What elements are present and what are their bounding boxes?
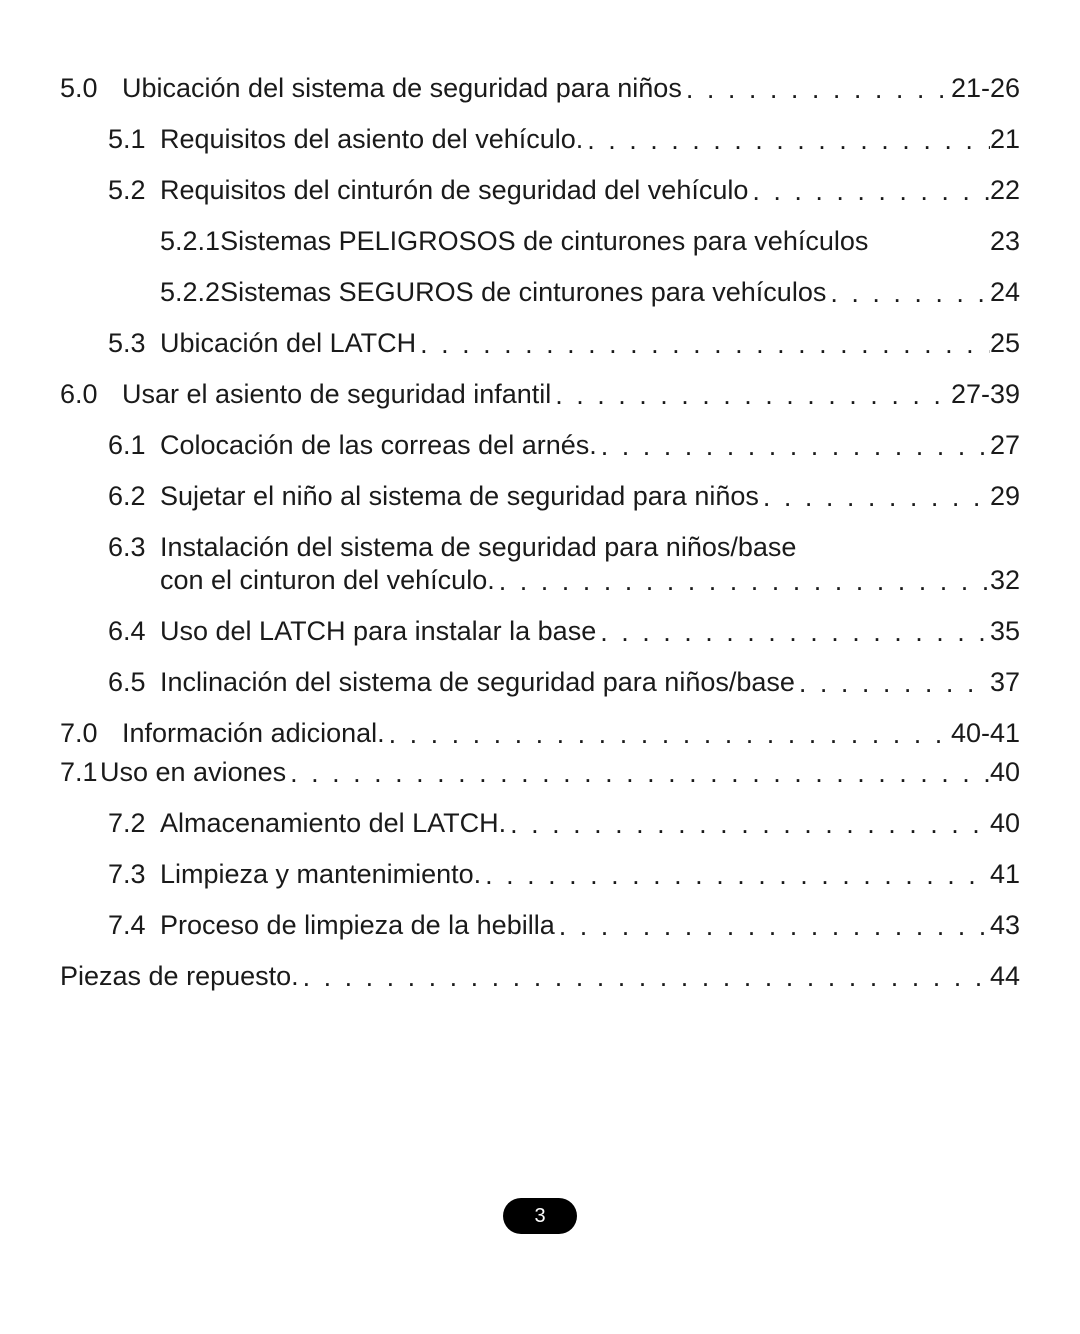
toc-entry-number: 6.5 (108, 669, 160, 696)
toc-entry-page: 23 (990, 228, 1020, 255)
toc-entry: 6.2Sujetar el niño al sistema de segurid… (108, 483, 1020, 510)
toc-entry-number: 7.1 (60, 759, 100, 786)
toc-entry-number: 7.3 (108, 861, 160, 888)
toc-entry-title: Sujetar el niño al sistema de seguridad … (160, 483, 759, 510)
toc-entry-page: 40-41 (951, 720, 1020, 747)
toc-entry: 7.2Almacenamiento del LATCH.. . . . . . … (108, 810, 1020, 837)
toc-entry-title: Limpieza y mantenimiento. (160, 861, 481, 888)
toc-entry: 5.0Ubicación del sistema de seguridad pa… (60, 75, 1020, 102)
toc-entry-page: 44 (990, 963, 1020, 990)
toc-leader-dots: . . . . . . . . . . . . . . . . . . . . … (682, 76, 951, 103)
toc-entry: 7.1Uso en aviones. . . . . . . . . . . .… (60, 759, 1020, 786)
toc-entry-page: 40 (990, 759, 1020, 786)
toc-entry: Piezas de repuesto.. . . . . . . . . . .… (60, 963, 1020, 990)
toc-leader-dots: . . . . . . . . . . . . . . . . . . . . … (481, 862, 990, 889)
toc-entry-page: 24 (990, 279, 1020, 306)
toc-entry-number: 7.2 (108, 810, 160, 837)
toc-entry-number: 6.0 (60, 381, 122, 408)
toc-entry-number: 5.3 (108, 330, 160, 357)
toc-entry: 7.4Proceso de limpieza de la hebilla. . … (108, 912, 1020, 939)
toc-entry-title: Sistemas PELIGROSOS de cinturones para v… (220, 228, 868, 255)
toc-entry-title: Requisitos del cinturón de seguridad del… (160, 177, 748, 204)
toc-leader-dots: . . . . . . . . . . . . . . . . . . . . … (385, 721, 951, 748)
toc-entry-page: 21-26 (951, 75, 1020, 102)
toc-entry-page: 37 (990, 669, 1020, 696)
toc-entry-page: 22 (990, 177, 1020, 204)
toc-entry-page: 35 (990, 618, 1020, 645)
toc-entry-title: Colocación de las correas del arnés. (160, 432, 597, 459)
toc-entry-number: 6.2 (108, 483, 160, 510)
toc-entry-title: Ubicación del sistema de seguridad para … (122, 75, 682, 102)
toc-leader-dots: . . . . . . . . . . . . . . . . . . . . … (555, 913, 990, 940)
toc-entry-number: 6.1 (108, 432, 160, 459)
toc-entry: 6.1Colocación de las correas del arnés..… (108, 432, 1020, 459)
toc-entry-title: Inclinación del sistema de seguridad par… (160, 669, 795, 696)
toc-leader-dots: . . . . . . . . . . . . . . . . . . . . … (759, 484, 990, 511)
toc-entry-title: Piezas de repuesto. (60, 963, 299, 990)
document-page: 5.0Ubicación del sistema de seguridad pa… (0, 0, 1080, 1334)
toc-entry: 5.2Requisitos del cinturón de seguridad … (108, 177, 1020, 204)
toc-entry-page: 29 (990, 483, 1020, 510)
toc-entry: 6.4Uso del LATCH para instalar la base. … (108, 618, 1020, 645)
toc-leader-dots: . . . . . . . . . . . . . . . . . . . . … (286, 760, 990, 787)
toc-entry-title: Instalación del sistema de seguridad par… (160, 534, 796, 561)
toc-leader-dots: . . . . . . . . . . . . . . . . . . . . … (596, 619, 990, 646)
toc-leader-dots: . . . . . . . . . . . . . . . . . . . . … (299, 964, 990, 991)
toc-entry-title: con el cinturon del vehículo. (160, 567, 495, 594)
toc-entry-page: 41 (990, 861, 1020, 888)
toc-leader-dots: . . . . . . . . . . . . . . . . . . . . … (416, 331, 990, 358)
toc-leader-dots: . . . . . . . . . . . . . . . . . . . . … (748, 178, 990, 205)
toc-entry-number: 7.0 (60, 720, 122, 747)
toc-entry-title: Usar el asiento de seguridad infantil (122, 381, 551, 408)
page-number-badge: 3 (503, 1198, 577, 1234)
table-of-contents: 5.0Ubicación del sistema de seguridad pa… (60, 75, 1020, 990)
toc-entry-page: 25 (990, 330, 1020, 357)
toc-entry-page: 27 (990, 432, 1020, 459)
toc-entry-number: 5.2.1 (160, 228, 220, 255)
toc-entry: 5.1Requisitos del asiento del vehículo..… (108, 126, 1020, 153)
toc-entry-page: 40 (990, 810, 1020, 837)
toc-leader-dots: . . . . . . . . . . . . . . . . . . . . … (795, 670, 990, 697)
toc-entry-number: 7.4 (108, 912, 160, 939)
toc-entry: 6.0Usar el asiento de seguridad infantil… (60, 381, 1020, 408)
toc-entry: 7.3Limpieza y mantenimiento.. . . . . . … (108, 861, 1020, 888)
toc-entry-title: Ubicación del LATCH (160, 330, 416, 357)
toc-entry: 5.2.2 Sistemas SEGUROS de cinturones par… (160, 279, 1020, 306)
toc-entry-number: 5.2 (108, 177, 160, 204)
toc-entry-page: 21 (990, 126, 1020, 153)
toc-entry-title: Sistemas SEGUROS de cinturones para vehí… (220, 279, 826, 306)
toc-entry-title: Uso del LATCH para instalar la base (160, 618, 596, 645)
toc-entry: 5.3Ubicación del LATCH. . . . . . . . . … (108, 330, 1020, 357)
page-number: 3 (534, 1205, 545, 1228)
toc-entry: 6.5Inclinación del sistema de seguridad … (108, 669, 1020, 696)
toc-leader-dots: . . . . . . . . . . . . . . . . . . . . … (551, 382, 951, 409)
toc-entry-title: Uso en aviones (100, 759, 286, 786)
toc-entry-page: 27-39 (951, 381, 1020, 408)
toc-entry: 6.3Instalación del sistema de seguridad … (108, 534, 1020, 594)
toc-entry-title: Requisitos del asiento del vehículo. (160, 126, 583, 153)
toc-entry: 5.2.1 Sistemas PELIGROSOS de cinturones … (160, 228, 1020, 255)
toc-entry-title: Información adicional. (122, 720, 385, 747)
toc-entry-number: 6.4 (108, 618, 160, 645)
toc-leader-dots: . . . . . . . . . . . . . . . . . . . . … (583, 127, 990, 154)
toc-entry-number: 5.1 (108, 126, 160, 153)
toc-entry-page: 43 (990, 912, 1020, 939)
toc-entry-number: 6.3 (108, 534, 160, 561)
toc-leader-dots: . . . . . . . . . . . . . . . . . . . . … (506, 811, 990, 838)
page-footer: 3 (0, 1198, 1080, 1234)
toc-leader-dots: . . . . . . . . . . . . . . . . . . . . … (826, 280, 990, 307)
toc-entry: 7.0Información adicional.. . . . . . . .… (60, 720, 1020, 747)
toc-leader-dots: . . . . . . . . . . . . . . . . . . . . … (495, 568, 990, 595)
toc-leader-dots: . . . . . . . . . . . . . . . . . . . . … (597, 433, 990, 460)
toc-entry-title: Proceso de limpieza de la hebilla (160, 912, 555, 939)
toc-entry-title: Almacenamiento del LATCH. (160, 810, 506, 837)
toc-entry-number: 5.2.2 (160, 279, 220, 306)
toc-entry-page: 32 (990, 567, 1020, 594)
toc-entry-number: 5.0 (60, 75, 122, 102)
